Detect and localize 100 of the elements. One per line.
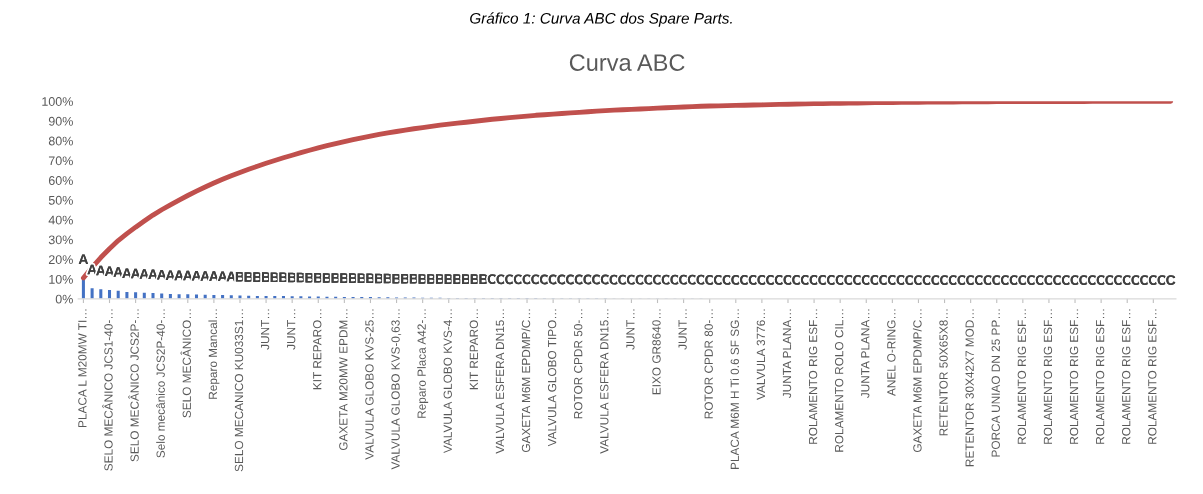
x-tick-label: RETENTOR 30X42X7 MOD… [965, 309, 974, 467]
x-tick-label: EIXO GR8640… [652, 309, 661, 395]
x-tick-label: VALVULA GLOBO KVS-25… [365, 309, 374, 460]
x-tick-label: ROLAMENTO RIG ESF… [1122, 309, 1131, 444]
x-tick-label: JUNT… [261, 309, 270, 350]
chart-title: Curva ABC [569, 54, 685, 71]
data-label: A [217, 271, 228, 282]
x-tick-label: JUNT… [678, 309, 687, 350]
data-label: B [401, 273, 410, 284]
data-label: C [574, 274, 584, 285]
data-label: C [861, 275, 871, 285]
data-label: C [557, 274, 567, 285]
x-tick-label: KIT REPARO… [469, 309, 479, 390]
x-tick-label: GAXETA M20MW EPDM… [339, 309, 348, 451]
x-tick-label: VALVULA GLOBO TIPO… [547, 309, 557, 447]
data-label: B [479, 274, 488, 284]
y-tick-label: 30% [48, 235, 73, 245]
x-tick-label: Selo mecânico JCS2P-40-… [156, 309, 165, 458]
data-label: A [209, 271, 219, 281]
data-label: C [1070, 275, 1080, 285]
data-label: B [392, 273, 401, 284]
text: Gráfico 1: Curva ABC dos Spare Parts. [470, 12, 732, 27]
data-label: B [314, 272, 323, 283]
data-label: A [78, 254, 89, 264]
data-label: C [983, 275, 993, 285]
y-tick-label: 80% [48, 136, 73, 146]
y-tick-label: 60% [48, 176, 73, 185]
data-label: B [288, 272, 297, 283]
data-label: C [974, 275, 984, 285]
x-tick-label: ROLAMENTO ROLO CIL… [834, 309, 844, 452]
x-tick-label: VALVULA ESFERA DN15… [495, 309, 505, 454]
data-label: A [122, 268, 132, 278]
x-tick-label: ROLAMENTO RIG ESF… [1043, 309, 1053, 444]
x-tick-label: ROLAMENTO RIG ESF… [1017, 309, 1027, 444]
data-label: C [774, 274, 784, 285]
x-tick-label: ANEL O-RING… [887, 309, 896, 396]
x-tick-label: ROLAMENTO RIG ESF… [1095, 309, 1105, 444]
x-tick-label: Reparo Mancal… [208, 309, 220, 399]
y-tick-label: 100% [42, 97, 73, 106]
data-label: A [130, 268, 141, 279]
y-tick-label: 40% [48, 215, 73, 225]
data-label: C [748, 274, 758, 285]
data-label: C [496, 274, 506, 285]
data-label: C [687, 274, 697, 285]
x-tick-label: ROLAMENTO RIG ESF… [1148, 309, 1157, 444]
x-tick-label: JUNT… [626, 309, 635, 350]
data-label: B [375, 273, 384, 284]
data-label: B [453, 274, 462, 284]
data-label: C [1166, 275, 1176, 285]
x-tick-label: PLACA M6M H Ti 0.6 SF SG… [730, 309, 739, 469]
x-tick-label: SELO MECÂNICO JCS1-40-… [102, 309, 113, 471]
x-tick-label: ROLAMENTO RIG ESF… [808, 309, 818, 444]
x-tick-label: SELO MECÂNICO… [180, 309, 191, 418]
data-label: C [487, 274, 497, 285]
data-label: A [104, 266, 115, 276]
data-label: C [644, 274, 654, 285]
x-tick-label: PORCA UNIAO DN 25 PP… [991, 309, 1000, 457]
y-tick-label: 50% [48, 195, 73, 205]
x-tick-label: JUNT… [287, 309, 296, 350]
data-label: C [922, 275, 932, 285]
data-label: C [887, 275, 897, 285]
x-tick-label: ROLAMENTO RIG ESF… [1069, 309, 1079, 444]
data-label: C [757, 274, 767, 285]
data-label: C [731, 274, 741, 285]
data-label: C [1061, 275, 1071, 285]
data-label: A [148, 269, 158, 279]
y-tick-label: 0% [55, 294, 73, 304]
data-label: B [366, 273, 375, 284]
data-label: C [896, 275, 906, 285]
x-tick-label: RETENTOR 50X65X8… [939, 309, 948, 436]
x-tick-label: VALVULA ESFERA DN15… [600, 309, 609, 454]
data-label: C [1148, 275, 1158, 285]
x-tick-label: ROTOR CPDR 80-… [704, 309, 713, 419]
x-tick-label: Reparo Placa A42-… [417, 309, 429, 418]
data-label: B [427, 274, 436, 284]
x-tick-label: JUNTA PLANA… [782, 309, 792, 399]
data-label: C [948, 275, 958, 285]
data-label: C [783, 274, 793, 285]
data-label: B [305, 272, 314, 283]
x-tick-label: ROTOR CPDR 50-… [574, 309, 583, 419]
data-label: C [670, 274, 680, 285]
y-tick-label: 70% [48, 156, 73, 166]
data-label: C [1096, 275, 1106, 285]
y-tick-label: 10% [49, 274, 73, 284]
data-label: C [1122, 275, 1132, 285]
x-tick-label: VALVULA 3776… [756, 309, 766, 400]
x-tick-label: VALVULA GLOBO KVS-0,63… [391, 309, 402, 470]
y-tick-label: 20% [48, 255, 73, 264]
data-label: C [531, 274, 541, 285]
y-tick-label: 90% [48, 116, 73, 126]
x-tick-label: PLACA L M20MW TI… [78, 309, 87, 427]
data-label: C [696, 274, 706, 285]
data-label: C [835, 275, 845, 285]
data-label: B [340, 273, 349, 283]
data-label: C [609, 274, 619, 285]
x-tick-label: GAXETA M6M EPDMP/C… [521, 309, 531, 453]
data-label: B [253, 272, 262, 282]
x-tick-label: JUNTA PLANA… [861, 309, 870, 399]
x-tick-label: KIT REPARO… [313, 309, 322, 390]
x-tick-label: SELO MECANICO KU033S1… [234, 309, 244, 472]
